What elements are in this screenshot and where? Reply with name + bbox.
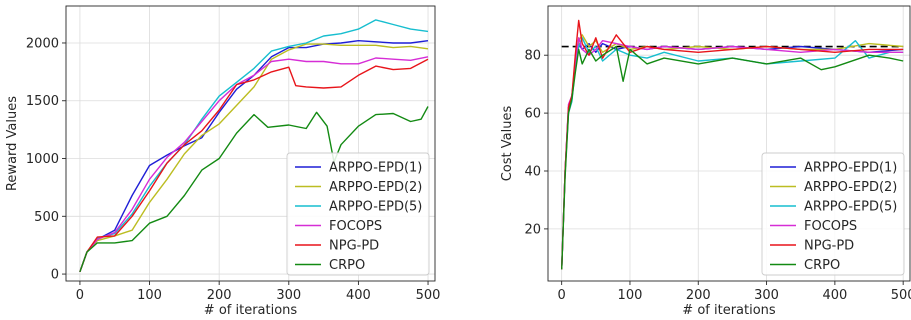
x-tick-label: 400	[822, 288, 847, 303]
x-tick-label: 300	[276, 288, 301, 303]
x-tick-label: 0	[76, 288, 84, 303]
legend-entry: ARPPO-EPD(1)	[804, 161, 897, 176]
y-axis-label: Reward Values	[5, 96, 20, 191]
legend-entry: CRPO	[329, 258, 365, 273]
y-tick-label: 2000	[26, 36, 59, 51]
legend: ARPPO-EPD(1) ARPPO-EPD(2) ARPPO-EPD(5) FOCO…	[761, 152, 905, 276]
axes-frame	[65, 5, 436, 282]
y-tick-label: 80	[524, 49, 541, 64]
legend-entry: CRPO	[804, 258, 840, 273]
legend-entry: ARPPO-EPD(5)	[329, 200, 422, 215]
legend-entry: ARPPO-EPD(5)	[804, 200, 897, 215]
x-tick-label: 100	[137, 288, 162, 303]
legend-entry: ARPPO-EPD(2)	[329, 180, 422, 195]
legend-entry: ARPPO-EPD(1)	[329, 161, 422, 176]
y-tick-label: 20	[524, 222, 541, 237]
legend-box	[286, 152, 430, 276]
series-line-focops	[79, 56, 429, 273]
series-line-crpo	[79, 106, 429, 273]
legend-box	[761, 152, 905, 276]
legend-entry: NPG-PD	[329, 239, 379, 254]
left-chart: 0 100 200 300 400 500 0 500 1000 1500 2000 # of ite…	[5, 5, 441, 318]
y-tick-label: 0	[51, 268, 59, 283]
legend-entry: FOCOPS	[804, 219, 857, 234]
y-axis-label: Cost Values	[500, 106, 515, 182]
x-tick-label: 500	[416, 288, 441, 303]
y-tick-label: 500	[34, 210, 59, 225]
x-axis-label: # of iterations	[682, 303, 776, 318]
legend-entry: NPG-PD	[804, 239, 854, 254]
axes-frame	[547, 5, 911, 282]
series-line-arppo-epd-5-	[79, 19, 429, 273]
series-line-crpo	[561, 45, 904, 270]
series-line-arppo-epd-2-	[79, 43, 429, 273]
right-chart: 0 100 200 300 400 500 20 40 60 80 # of iterations C…	[500, 5, 911, 318]
legend-entry: FOCOPS	[329, 219, 382, 234]
y-tick-label: 1500	[26, 94, 59, 109]
x-tick-label: 0	[558, 288, 566, 303]
series-line-npg-pd	[561, 19, 904, 270]
x-tick-label: 500	[891, 288, 911, 303]
x-tick-label: 100	[618, 288, 643, 303]
legend: ARPPO-EPD(1) ARPPO-EPD(2) ARPPO-EPD(5) FOCO…	[286, 152, 430, 276]
x-tick-label: 300	[754, 288, 779, 303]
y-tick-label: 1000	[26, 152, 59, 167]
x-tick-label: 200	[207, 288, 232, 303]
y-tick-label: 40	[524, 165, 541, 180]
x-tick-label: 200	[686, 288, 711, 303]
series-line-npg-pd	[79, 58, 429, 273]
legend-entry: ARPPO-EPD(2)	[804, 180, 897, 195]
y-tick-label: 60	[524, 107, 541, 122]
x-tick-label: 400	[346, 288, 371, 303]
x-axis-label: # of iterations	[204, 303, 298, 318]
